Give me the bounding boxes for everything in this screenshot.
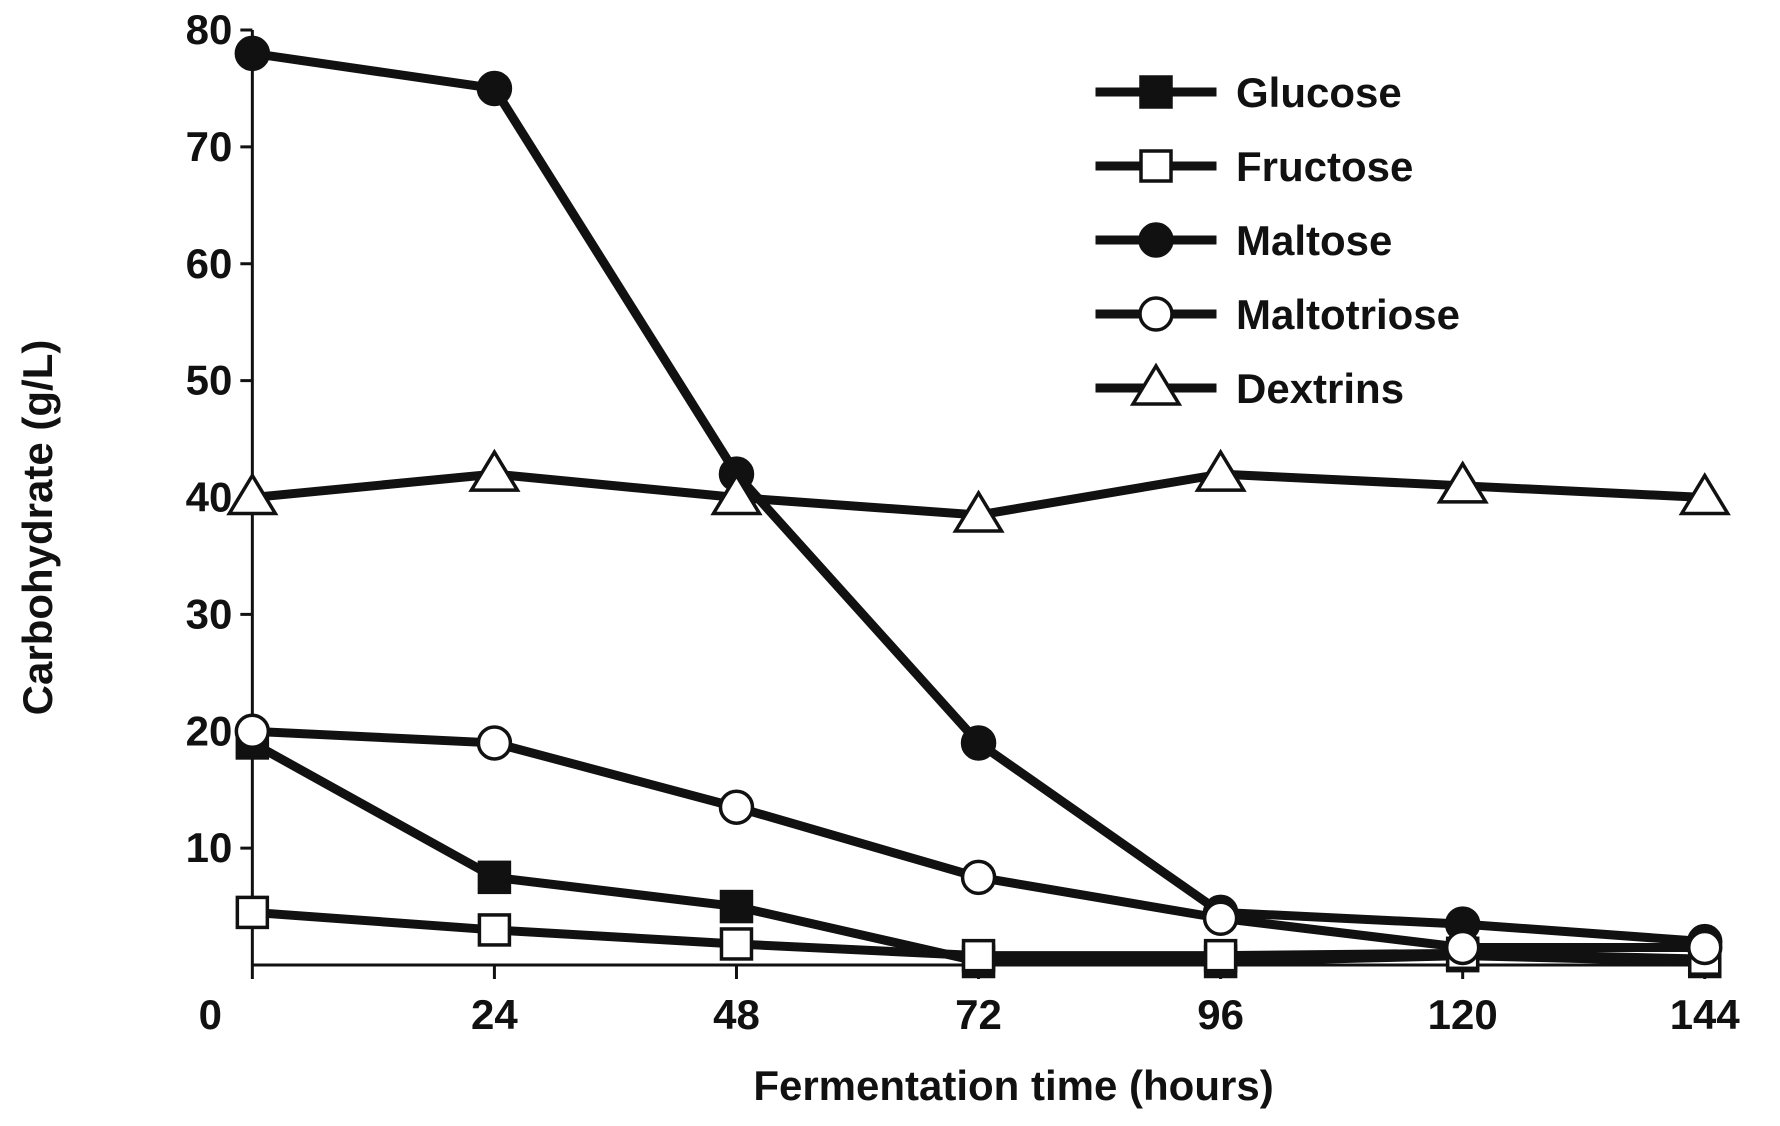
- data-point-fructose: [961, 938, 996, 973]
- data-point-maltotriose: [234, 713, 271, 749]
- legend-label: Glucose: [1236, 69, 1402, 116]
- legend-item-glucose: Glucose: [1095, 69, 1402, 116]
- y-tick-label: 80: [186, 6, 233, 53]
- legend-marker: [1129, 362, 1183, 406]
- data-point-maltotriose: [960, 859, 997, 896]
- legend-marker: [1138, 222, 1174, 258]
- data-point-maltotriose: [476, 725, 513, 761]
- x-tick-label: 120: [1428, 991, 1498, 1038]
- y-axis-title: Carbohydrate (g/L): [14, 340, 61, 716]
- x-tick-label: 72: [955, 991, 1002, 1038]
- x-tick-label: 24: [471, 991, 518, 1038]
- legend-label: Fructose: [1236, 143, 1413, 190]
- series-markers-fructose: [235, 895, 1722, 976]
- data-point-maltose: [960, 725, 997, 761]
- series-maltotriose: [247, 726, 1710, 952]
- series-markers-maltotriose: [234, 713, 1723, 966]
- legend-item-dextrins: Dextrins: [1095, 362, 1404, 412]
- data-point-dextrins: [1436, 460, 1489, 504]
- data-point-fructose: [477, 913, 512, 947]
- legend-label: Dextrins: [1236, 365, 1404, 412]
- data-point-dextrins: [1194, 448, 1247, 492]
- data-point-dextrins: [952, 489, 1005, 533]
- data-point-fructose: [1203, 938, 1238, 973]
- series-line-maltotriose: [247, 726, 1710, 952]
- data-point-maltose: [476, 70, 513, 107]
- x-tick-label: 0: [199, 991, 222, 1038]
- data-point-maltotriose: [1444, 929, 1481, 966]
- y-tick-label: 30: [186, 590, 233, 637]
- legend-item-maltotriose: Maltotriose: [1095, 291, 1460, 338]
- y-tick-label: 70: [186, 123, 233, 170]
- legend-label: Maltotriose: [1236, 291, 1460, 338]
- legend-item-maltose: Maltose: [1095, 217, 1392, 264]
- x-tick-label: 96: [1197, 991, 1244, 1038]
- y-tick-label: 60: [186, 240, 233, 287]
- data-point-maltotriose: [1202, 900, 1239, 936]
- data-point-fructose: [235, 895, 270, 930]
- data-point-glucose: [719, 889, 754, 924]
- data-point-dextrins: [468, 448, 521, 492]
- data-point-maltotriose: [718, 789, 755, 825]
- y-tick-label: 40: [186, 474, 233, 521]
- data-point-fructose: [719, 927, 754, 961]
- legend-marker: [1139, 149, 1173, 183]
- data-point-dextrins: [1678, 472, 1731, 516]
- data-point-glucose: [477, 860, 512, 895]
- axes: 10 20 30 40 50 60 70 80 0 24 48 72 96 120 144: [186, 6, 1741, 1038]
- series-group: [226, 35, 1731, 979]
- data-point-maltose: [234, 35, 271, 72]
- legend-marker: [1138, 296, 1174, 332]
- x-tick-label: 144: [1670, 991, 1741, 1038]
- legend-marker: [1139, 75, 1173, 109]
- legend-item-fructose: Fructose: [1095, 143, 1413, 190]
- y-tick-label: 10: [186, 824, 233, 871]
- y-tick-label: 50: [186, 357, 233, 404]
- x-tick-label: 48: [713, 991, 760, 1038]
- legend: Glucose Fructose Maltose Maltotriose Dextrin…: [1095, 69, 1460, 412]
- data-point-maltotriose: [1686, 929, 1723, 966]
- y-tick-label: 20: [186, 707, 233, 754]
- data-point-dextrins: [226, 472, 279, 516]
- x-axis-title: Fermentation time (hours): [753, 1062, 1273, 1109]
- data-point-dextrins: [710, 472, 763, 516]
- legend-label: Maltose: [1236, 217, 1392, 264]
- series-markers-dextrins: [226, 448, 1731, 533]
